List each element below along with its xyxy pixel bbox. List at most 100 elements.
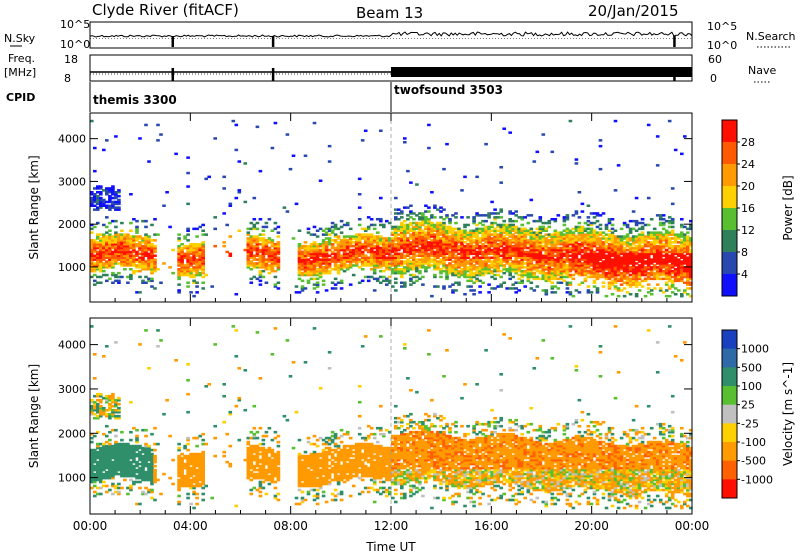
data-cell [550, 239, 555, 242]
data-cell [535, 231, 540, 234]
data-cell [385, 256, 389, 259]
data-cell [541, 248, 546, 252]
data-cell [574, 266, 579, 269]
data-cell [246, 258, 251, 261]
data-cell [580, 264, 585, 267]
data-cell [610, 279, 615, 283]
data-cell [126, 454, 130, 458]
data-cell [93, 146, 97, 150]
data-cell [90, 458, 94, 462]
data-cell [517, 281, 521, 284]
data-cell [150, 243, 154, 246]
data-cell [309, 262, 314, 265]
data-cell [99, 202, 103, 206]
data-cell [114, 250, 118, 254]
data-cell [451, 233, 455, 236]
data-cell [90, 258, 94, 261]
data-cell [625, 241, 630, 244]
data-cell [577, 229, 582, 232]
data-cell [481, 235, 485, 238]
data-cell [478, 264, 482, 267]
data-cell [123, 466, 127, 470]
data-cell [108, 229, 112, 232]
data-cell [427, 262, 431, 265]
data-cell [93, 187, 97, 190]
data-cell [442, 262, 446, 265]
data-cell [517, 252, 521, 256]
data-cell [532, 256, 537, 259]
data-cell [631, 260, 636, 263]
data-cell [592, 264, 597, 267]
data-cell [144, 233, 148, 236]
data-cell [604, 271, 609, 275]
data-cell [105, 252, 109, 256]
data-cell [595, 260, 600, 263]
data-cell [625, 237, 630, 240]
data-cell [439, 252, 443, 256]
data-cell [580, 210, 585, 213]
data-cell [535, 248, 540, 252]
data-cell [351, 252, 356, 256]
data-cell [658, 243, 663, 246]
data-cell [397, 258, 401, 261]
data-cell [105, 243, 109, 246]
data-cell [427, 233, 431, 236]
data-cell [117, 466, 121, 470]
data-cell [586, 227, 591, 231]
data-cell [201, 269, 205, 273]
data-cell [433, 250, 437, 254]
data-cell [372, 237, 377, 240]
data-cell [409, 229, 413, 232]
data-cell [105, 472, 109, 476]
data-cell [138, 252, 142, 256]
data-cell [460, 252, 464, 256]
data-cell [677, 244, 681, 248]
data-cell [147, 243, 151, 246]
data-cell [610, 281, 615, 284]
data-cell [493, 258, 497, 261]
data-cell [388, 250, 392, 254]
data-cell [117, 468, 121, 472]
data-cell [574, 269, 579, 273]
data-cell [99, 446, 103, 450]
data-cell [153, 218, 157, 221]
data-cell [306, 264, 311, 267]
data-cell [117, 454, 121, 458]
data-cell [427, 241, 431, 244]
data-cell [192, 275, 196, 279]
data-cell [427, 266, 431, 269]
data-cell [686, 262, 690, 265]
data-cell [108, 450, 112, 454]
data-cell [517, 277, 521, 281]
data-cell [556, 254, 561, 257]
data-cell [508, 218, 512, 221]
data-cell [255, 264, 260, 267]
data-cell [189, 248, 193, 252]
data-cell [111, 464, 115, 468]
data-cell [339, 231, 344, 234]
data-cell [592, 235, 597, 238]
data-cell [646, 241, 651, 244]
data-cell [442, 239, 446, 242]
data-cell [499, 243, 503, 246]
data-cell [144, 456, 148, 460]
data-cell [448, 264, 452, 267]
data-cell [108, 208, 112, 211]
data-cell [472, 264, 476, 267]
data-cell [324, 248, 329, 252]
data-cell [93, 279, 97, 283]
data-cell [99, 187, 103, 190]
data-cell [478, 250, 482, 254]
data-cell [436, 254, 440, 257]
data-cell [354, 264, 359, 267]
data-cell [273, 260, 278, 263]
data-cell [625, 235, 630, 238]
data-cell [144, 248, 148, 252]
data-cell [538, 256, 543, 259]
data-cell [198, 248, 202, 252]
data-cell [649, 262, 654, 265]
data-cell [93, 468, 97, 472]
data-cell [454, 241, 458, 244]
data-cell [108, 256, 112, 259]
